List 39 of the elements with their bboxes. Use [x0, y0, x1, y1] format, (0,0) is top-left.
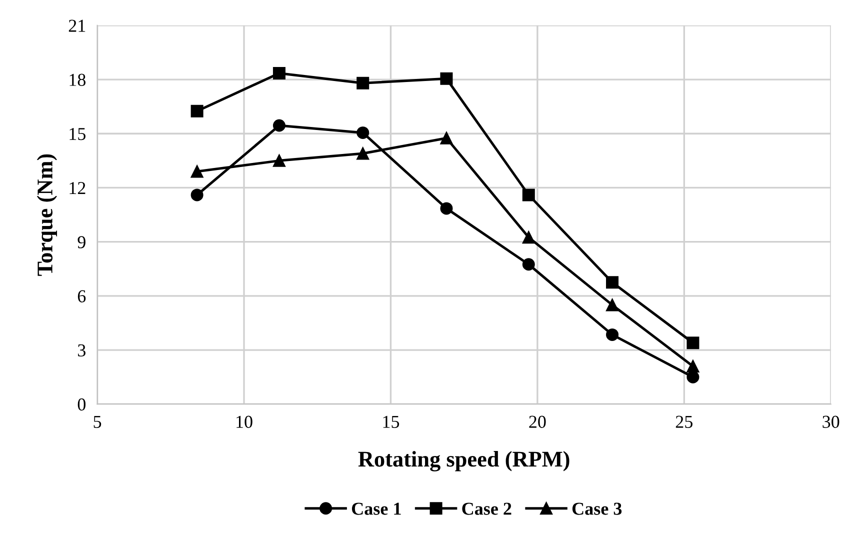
x-tick-label: 5	[94, 416, 102, 428]
point	[356, 126, 370, 139]
y-tick-label: 18	[70, 74, 86, 86]
point	[606, 298, 619, 312]
y-axis-title: Torque (Nm)	[36, 154, 58, 276]
y-tick-label: 3	[78, 344, 86, 356]
point	[440, 202, 453, 215]
x-tick-label: 10	[236, 416, 252, 428]
legend-label: Case 1	[352, 502, 401, 515]
point	[522, 258, 535, 271]
point	[522, 231, 535, 244]
point	[190, 188, 204, 202]
point	[356, 76, 370, 90]
y-tick-label: 9	[78, 236, 86, 248]
point	[686, 336, 700, 350]
point	[440, 72, 453, 85]
point	[272, 66, 286, 80]
point	[356, 147, 370, 160]
x-tick-label: 30	[822, 416, 840, 428]
x-tick-label: 15	[383, 416, 400, 428]
point	[522, 188, 535, 202]
y-tick-label: 12	[70, 182, 86, 194]
x-tick-label: 25	[676, 416, 692, 428]
legend-label: Case 3	[572, 502, 622, 515]
point	[440, 132, 453, 144]
y-tick-label: 21	[68, 20, 86, 32]
point	[190, 165, 204, 178]
point	[686, 360, 700, 373]
y-tick-label: 15	[70, 128, 86, 140]
point	[272, 154, 286, 167]
x-tick-label: 20	[529, 416, 546, 428]
point	[190, 104, 204, 118]
legend-label: Case 2	[462, 502, 512, 515]
x-axis-title: Rotating speed (RPM)	[358, 451, 570, 472]
point	[606, 276, 619, 289]
point	[606, 328, 619, 341]
y-tick-label: 0	[78, 398, 86, 411]
y-tick-label: 6	[78, 290, 86, 302]
point	[272, 119, 286, 132]
